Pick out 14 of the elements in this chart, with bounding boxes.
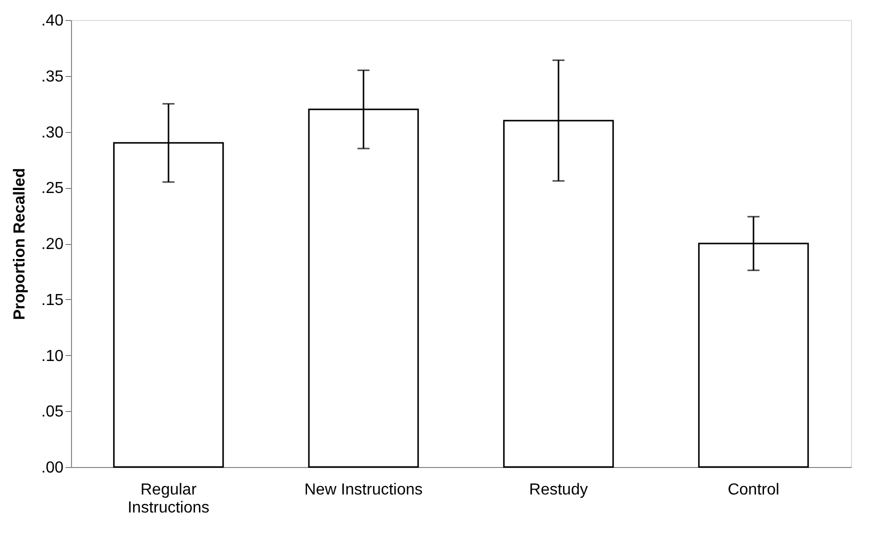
y-tick-label: .15 xyxy=(41,292,64,309)
y-tick-label: .35 xyxy=(41,68,64,86)
y-tick-label: .20 xyxy=(41,236,64,253)
y-tick-label: .00 xyxy=(41,460,64,476)
x-tick-label: Restudy xyxy=(529,482,588,498)
y-tick-label: .40 xyxy=(41,12,64,30)
y-tick-label: .10 xyxy=(41,348,64,365)
y-tick-label: .25 xyxy=(41,180,64,198)
x-tick-label: Control xyxy=(728,482,780,498)
y-axis-title: Proportion Recalled xyxy=(11,168,28,320)
x-tick-label: New Instructions xyxy=(304,482,423,498)
x-tick-label: Regular Instructions xyxy=(128,482,210,516)
y-tick-label: .05 xyxy=(41,404,64,421)
y-tick-label: .30 xyxy=(41,124,64,142)
